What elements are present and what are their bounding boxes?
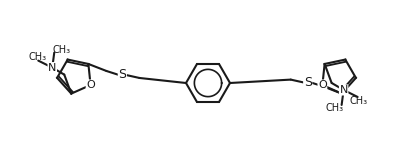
Text: CH₃: CH₃ (326, 103, 344, 113)
Text: O: O (318, 80, 327, 90)
Text: CH₃: CH₃ (52, 45, 70, 55)
Text: N: N (48, 63, 57, 73)
Text: O: O (86, 80, 95, 90)
Text: CH₃: CH₃ (349, 96, 368, 106)
Text: S: S (119, 68, 126, 81)
Text: N: N (339, 85, 348, 95)
Text: S: S (304, 76, 312, 89)
Text: CH₃: CH₃ (28, 52, 46, 62)
